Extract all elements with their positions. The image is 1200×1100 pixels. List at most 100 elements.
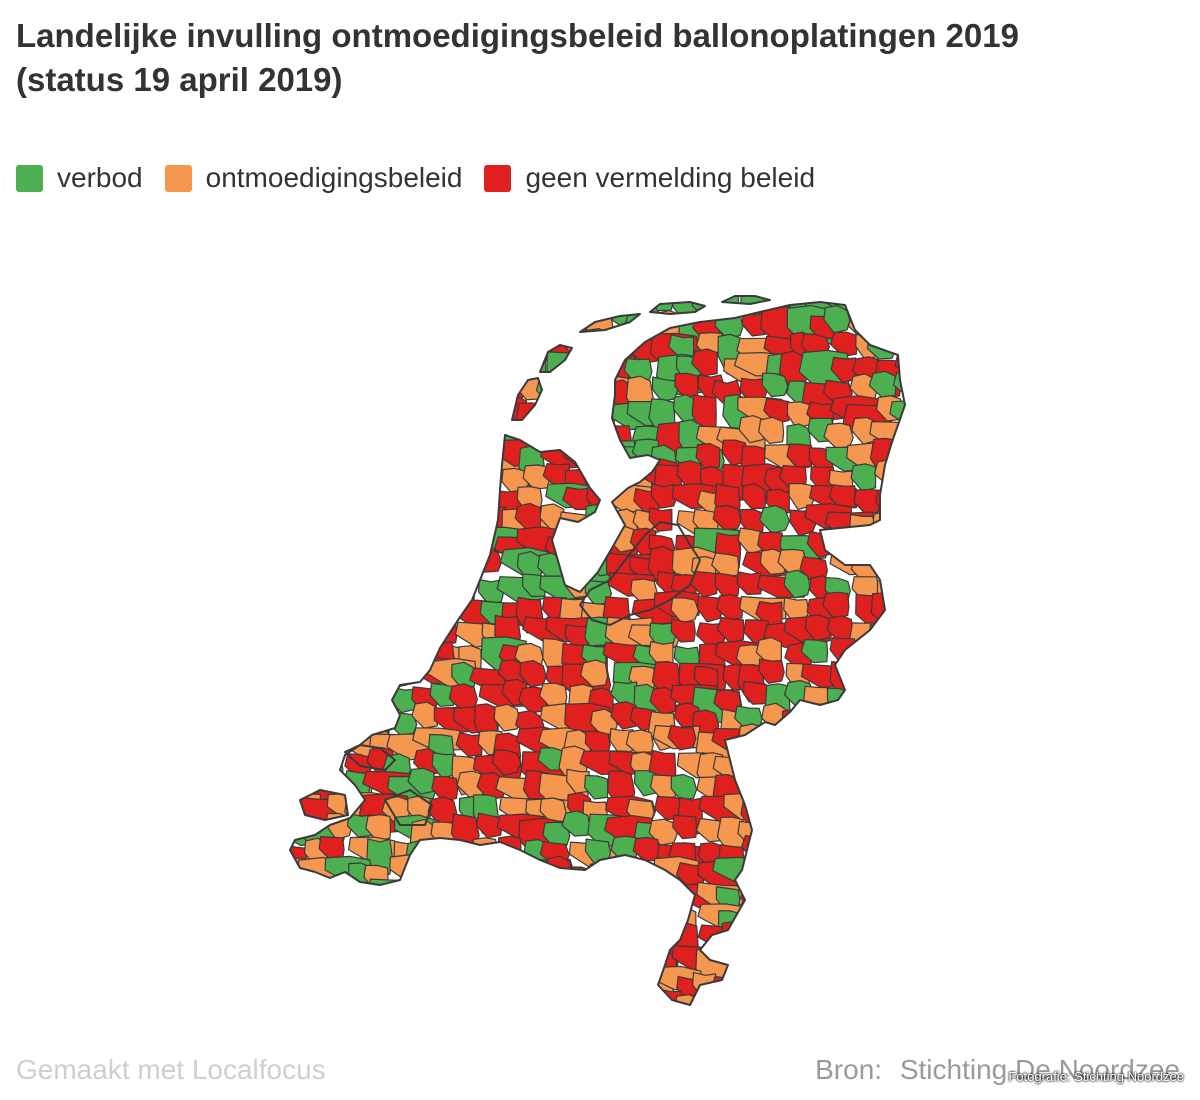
municipality[interactable] <box>453 883 481 921</box>
municipality[interactable] <box>891 681 917 720</box>
municipality[interactable] <box>315 293 367 318</box>
municipality[interactable] <box>305 664 331 704</box>
municipality[interactable] <box>317 399 349 424</box>
municipality[interactable] <box>362 645 393 673</box>
municipality[interactable] <box>849 373 878 401</box>
municipality[interactable] <box>853 488 881 515</box>
municipality[interactable] <box>783 596 810 624</box>
municipality[interactable] <box>778 726 828 751</box>
municipality[interactable] <box>514 905 543 935</box>
municipality[interactable] <box>302 570 330 597</box>
municipality[interactable] <box>476 921 504 964</box>
municipality[interactable] <box>895 660 944 687</box>
municipality[interactable] <box>830 878 857 907</box>
municipality[interactable] <box>759 974 790 1001</box>
municipality[interactable] <box>319 310 349 340</box>
municipality[interactable] <box>430 503 458 530</box>
municipality[interactable] <box>324 489 376 516</box>
municipality[interactable] <box>344 997 374 1023</box>
municipality[interactable] <box>715 593 744 621</box>
municipality[interactable] <box>893 466 923 506</box>
municipality[interactable] <box>898 818 926 845</box>
municipality[interactable] <box>317 350 348 378</box>
municipality[interactable] <box>889 486 917 513</box>
municipality[interactable] <box>850 860 878 886</box>
municipality[interactable] <box>451 991 479 1030</box>
municipality[interactable] <box>293 351 345 379</box>
municipality[interactable] <box>407 506 438 531</box>
municipality[interactable] <box>386 465 436 491</box>
municipality[interactable] <box>411 991 458 1015</box>
municipality[interactable] <box>364 665 389 692</box>
municipality[interactable] <box>871 510 898 551</box>
municipality[interactable] <box>316 643 346 686</box>
municipality[interactable] <box>408 443 438 468</box>
municipality[interactable] <box>297 616 325 642</box>
municipality[interactable] <box>317 424 347 452</box>
municipality[interactable] <box>561 930 590 957</box>
municipality[interactable] <box>413 461 439 490</box>
municipality[interactable] <box>325 904 353 931</box>
municipality[interactable] <box>758 856 788 882</box>
municipality[interactable] <box>540 948 591 976</box>
legend-item-verbod[interactable]: verbod <box>16 162 143 194</box>
municipality[interactable] <box>582 968 630 996</box>
municipality[interactable] <box>295 596 344 625</box>
municipality[interactable] <box>560 989 610 1013</box>
municipality[interactable] <box>300 306 327 331</box>
municipality[interactable] <box>432 908 482 934</box>
municipality[interactable] <box>343 396 370 425</box>
municipality[interactable] <box>801 990 852 1030</box>
municipality[interactable] <box>388 357 441 382</box>
municipality[interactable] <box>283 527 309 552</box>
municipality[interactable] <box>568 866 594 894</box>
municipality[interactable] <box>890 286 940 312</box>
municipality[interactable] <box>408 487 435 512</box>
municipality[interactable] <box>343 594 370 623</box>
municipality[interactable] <box>281 969 308 994</box>
municipality[interactable] <box>845 668 873 708</box>
municipality[interactable] <box>647 288 675 312</box>
municipality[interactable] <box>319 728 349 755</box>
municipality[interactable] <box>849 726 899 751</box>
municipality[interactable] <box>850 463 877 492</box>
municipality[interactable] <box>412 969 438 998</box>
municipality[interactable] <box>670 597 700 624</box>
municipality[interactable] <box>579 659 609 688</box>
municipality[interactable] <box>785 754 816 782</box>
municipality[interactable] <box>607 292 635 318</box>
municipality[interactable] <box>403 307 454 335</box>
municipality[interactable] <box>432 882 480 923</box>
municipality[interactable] <box>651 376 679 402</box>
municipality[interactable] <box>280 482 331 510</box>
municipality[interactable] <box>457 462 484 488</box>
municipality[interactable] <box>583 350 612 377</box>
municipality[interactable] <box>326 514 355 539</box>
municipality[interactable] <box>536 967 567 994</box>
municipality[interactable] <box>433 288 482 314</box>
municipality[interactable] <box>567 530 596 555</box>
municipality[interactable] <box>475 306 506 331</box>
municipality[interactable] <box>852 775 901 801</box>
municipality[interactable] <box>763 876 790 904</box>
municipality[interactable] <box>429 525 456 554</box>
municipality[interactable] <box>631 919 661 963</box>
municipality[interactable] <box>867 903 918 930</box>
municipality[interactable] <box>546 351 594 390</box>
municipality[interactable] <box>523 885 550 914</box>
municipality[interactable] <box>276 382 301 409</box>
municipality[interactable] <box>325 573 352 598</box>
municipality[interactable] <box>283 946 332 976</box>
municipality[interactable] <box>477 860 505 901</box>
municipality[interactable] <box>368 593 396 621</box>
municipality[interactable] <box>281 419 330 447</box>
municipality[interactable] <box>434 951 465 977</box>
municipality[interactable] <box>298 994 326 1018</box>
municipality[interactable] <box>760 727 790 755</box>
municipality[interactable] <box>477 578 505 605</box>
municipality[interactable] <box>389 333 440 362</box>
municipality[interactable] <box>823 527 851 555</box>
municipality[interactable] <box>428 990 455 1017</box>
municipality[interactable] <box>541 292 565 320</box>
municipality[interactable] <box>544 930 570 958</box>
